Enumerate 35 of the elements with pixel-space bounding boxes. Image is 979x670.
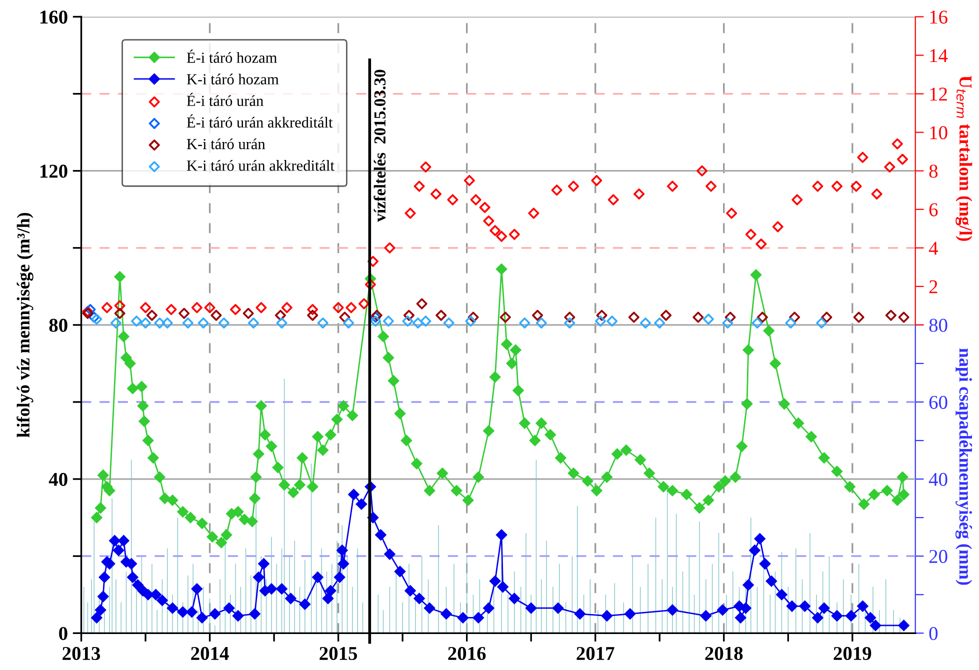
y2-tick-label: 14 <box>930 49 948 62</box>
y3-tick-label: 40 <box>928 472 948 486</box>
y3-tick-label: 60 <box>929 396 948 409</box>
y3-axis-title: napi csapadékmennyiség (mm) <box>955 348 972 585</box>
legend-label: É-i táró urán <box>186 92 264 106</box>
y-tick-label: 120 <box>40 164 68 178</box>
y3-tick-label: 80 <box>929 318 948 332</box>
legend-label: É-i táró hozam <box>186 50 277 63</box>
y-axis-title: kifolyó víz mennyisége (m³/h) <box>16 212 34 438</box>
legend-label: K-i táró urán akkreditált <box>186 160 334 171</box>
y2-axis-title: U$_{term}$ tartalom (mg/l) <box>956 76 972 241</box>
y2-tick-label: 6 <box>929 203 938 216</box>
x-tick-label: 2014 <box>191 646 229 660</box>
x-tick-label: 2015 <box>320 646 358 660</box>
y2-tick-label: 2 <box>929 280 938 294</box>
y-tick-label: 160 <box>40 10 68 24</box>
y2-tick-label: 8 <box>929 164 938 178</box>
ref-line-label: vízfeltelés 2015.03.30 <box>374 70 386 222</box>
y2-tick-label: 16 <box>930 10 948 24</box>
x-tick-label: 2018 <box>705 646 743 660</box>
y3-tick-label: 20 <box>929 550 948 564</box>
legend-label: K-i táró urán <box>186 138 266 150</box>
x-tick-label: 2017 <box>576 646 614 660</box>
x-tick-label: 2016 <box>448 646 486 660</box>
x-tick-label: 2013 <box>62 646 100 660</box>
y-tick-label: 40 <box>48 472 68 486</box>
legend-label: É-i táró urán akkreditált <box>186 114 333 128</box>
y-tick-label: 80 <box>49 318 68 332</box>
y2-tick-label: 10 <box>930 126 948 140</box>
y-tick-label: 0 <box>59 626 68 640</box>
y2-tick-label: 4 <box>928 242 938 255</box>
y2-tick-label: 12 <box>930 88 947 101</box>
y3-tick-label: 0 <box>929 626 938 640</box>
x-tick-label: 2019 <box>834 646 872 660</box>
legend-label: K-i táró hozam <box>186 74 279 84</box>
